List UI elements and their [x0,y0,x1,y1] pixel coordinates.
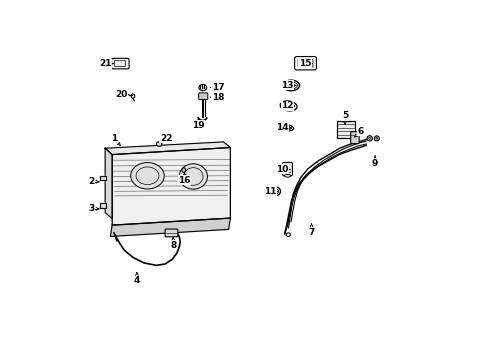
Text: 20: 20 [115,90,128,99]
Ellipse shape [179,164,207,189]
Ellipse shape [156,142,162,146]
Ellipse shape [271,187,280,195]
Ellipse shape [374,136,379,141]
Ellipse shape [280,101,296,111]
FancyBboxPatch shape [111,58,129,69]
Polygon shape [110,218,230,237]
Text: 21: 21 [99,59,111,68]
Text: 3: 3 [88,204,94,213]
FancyBboxPatch shape [336,121,354,138]
FancyBboxPatch shape [165,229,178,237]
Polygon shape [105,148,112,219]
Text: 12: 12 [281,102,293,111]
Text: 5: 5 [341,111,347,120]
FancyBboxPatch shape [198,93,207,100]
Polygon shape [105,142,230,154]
FancyBboxPatch shape [294,57,316,70]
Text: 4: 4 [133,276,140,285]
Text: 16: 16 [178,176,190,185]
Text: 22: 22 [160,134,172,143]
Polygon shape [100,176,106,180]
FancyBboxPatch shape [114,61,125,66]
Ellipse shape [199,84,206,91]
Polygon shape [100,203,106,207]
Text: 9: 9 [371,158,377,167]
Ellipse shape [366,136,372,141]
Polygon shape [112,148,230,225]
Text: 2: 2 [88,177,94,186]
Text: 6: 6 [357,127,363,136]
Text: 10: 10 [276,165,288,174]
FancyBboxPatch shape [298,59,312,67]
Text: 14: 14 [276,123,288,132]
Ellipse shape [285,104,286,106]
Ellipse shape [130,162,164,189]
Text: 15: 15 [298,59,311,68]
Text: 17: 17 [211,83,224,92]
Text: 13: 13 [281,81,293,90]
FancyBboxPatch shape [350,132,358,144]
Text: 19: 19 [192,121,204,130]
Text: 1: 1 [111,134,117,143]
FancyBboxPatch shape [282,162,292,176]
Text: 7: 7 [308,228,314,237]
Ellipse shape [284,174,290,177]
Text: 18: 18 [211,93,224,102]
Text: 8: 8 [170,241,176,250]
Text: 11: 11 [263,187,276,196]
